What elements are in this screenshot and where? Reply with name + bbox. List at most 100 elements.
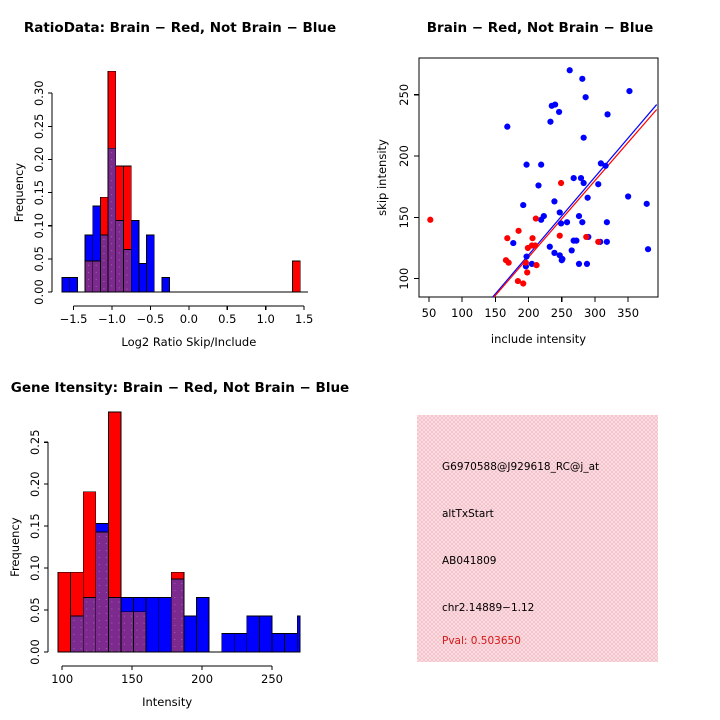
scatter-point bbox=[580, 134, 587, 141]
overlap-texture-dot bbox=[111, 236, 113, 238]
scatter-point bbox=[557, 179, 565, 187]
overlap-texture-dot bbox=[73, 626, 75, 628]
scatter-point bbox=[575, 260, 583, 268]
y-tick-label: 0.20 bbox=[32, 147, 46, 173]
scatter-point bbox=[510, 239, 517, 247]
overlap-texture-dot bbox=[118, 280, 120, 282]
overlap-texture-dot bbox=[86, 629, 88, 631]
scatter-point bbox=[535, 182, 542, 189]
scatter-point bbox=[547, 118, 554, 125]
overlap-texture-dot bbox=[111, 629, 113, 631]
scatter-point bbox=[523, 161, 530, 168]
overlap-texture-dot bbox=[126, 281, 128, 283]
event-type-text: altTxStart bbox=[442, 508, 494, 520]
overlap-texture-dot bbox=[174, 632, 176, 634]
overlap-texture-dot bbox=[123, 629, 125, 631]
overlap-texture-dot bbox=[130, 650, 132, 652]
overlap-texture-dot bbox=[130, 615, 132, 617]
scatter-point bbox=[538, 161, 545, 168]
overlap-texture-dot bbox=[111, 257, 113, 259]
overlap-texture-dot bbox=[111, 215, 113, 217]
histogram-bars bbox=[61, 70, 301, 293]
overlap-texture-dot bbox=[181, 639, 183, 641]
overlap-texture-dot bbox=[111, 152, 113, 154]
x-tick-label: 200 bbox=[191, 672, 213, 686]
overlap-texture-dot bbox=[174, 611, 176, 613]
histogram-bar bbox=[61, 277, 71, 293]
overlap-texture-dot bbox=[118, 266, 120, 268]
histogram-bar bbox=[100, 196, 109, 236]
overlap-texture-dot bbox=[118, 629, 120, 631]
scatter-point bbox=[551, 198, 558, 205]
x-axis-label: Intensity bbox=[142, 695, 192, 709]
histogram-bar bbox=[246, 615, 260, 653]
locus-text: chr2.14889−1.12 bbox=[442, 602, 535, 614]
scatter-point bbox=[538, 216, 545, 223]
histogram-bar bbox=[146, 234, 155, 293]
y-tick-label: 0.05 bbox=[28, 597, 42, 623]
scatter-point bbox=[522, 259, 529, 266]
histogram-bar bbox=[138, 263, 147, 293]
overlap-texture-dot bbox=[95, 264, 97, 266]
overlap-texture-dot bbox=[136, 622, 138, 624]
scatter-point bbox=[626, 87, 633, 95]
overlap-texture-dot bbox=[73, 647, 75, 649]
y-tick-label: 0.10 bbox=[28, 555, 42, 581]
overlap-texture-dot bbox=[143, 622, 145, 624]
overlap-texture-dot bbox=[118, 650, 120, 652]
histogram-bar bbox=[107, 411, 122, 598]
overlap-texture-dot bbox=[98, 557, 100, 559]
scatter-point bbox=[570, 175, 577, 182]
scatter-point bbox=[556, 209, 563, 216]
histogram-bar bbox=[284, 633, 298, 653]
probe-id-text: G6970588@J929618_RC@j_at bbox=[442, 461, 600, 473]
probe-info-panel: G6970588@J929618_RC@j_at altTxStart AB04… bbox=[360, 360, 720, 720]
overlap-texture-dot bbox=[181, 611, 183, 613]
overlap-texture-dot bbox=[103, 281, 105, 283]
histogram-bar-overlap bbox=[107, 147, 117, 293]
overlap-texture-dot bbox=[130, 643, 132, 645]
overlap-texture-dot bbox=[111, 285, 113, 287]
histogram-bar-overlap bbox=[123, 249, 132, 293]
overlap-texture-dot bbox=[174, 639, 176, 641]
scatter-point bbox=[580, 179, 587, 187]
y-tick-label: 0.10 bbox=[32, 213, 46, 239]
scatter-point bbox=[579, 75, 586, 82]
scatter-point bbox=[603, 238, 610, 245]
overlap-texture-dot bbox=[143, 643, 145, 645]
overlap-texture-dot bbox=[73, 619, 75, 621]
scatter-point bbox=[504, 235, 511, 242]
overlap-texture-dot bbox=[98, 550, 100, 552]
overlap-texture-dot bbox=[98, 648, 100, 650]
scatter-point bbox=[566, 67, 573, 74]
overlap-texture-dot bbox=[86, 643, 88, 645]
overlap-texture-dot bbox=[111, 159, 113, 161]
overlap-texture-dot bbox=[111, 271, 113, 273]
overlap-texture-dot bbox=[98, 564, 100, 566]
histogram-bar bbox=[133, 597, 147, 613]
y-tick-label: 150 bbox=[397, 206, 411, 228]
scatter-point bbox=[559, 255, 566, 263]
overlap-texture-dot bbox=[88, 271, 90, 273]
overlap-texture-dot bbox=[118, 231, 120, 233]
overlap-texture-dot bbox=[93, 601, 95, 603]
histogram-bar bbox=[145, 597, 160, 653]
overlap-texture-dot bbox=[126, 253, 128, 255]
overlap-texture-dot bbox=[80, 647, 82, 649]
x-tick-label: 0.5 bbox=[218, 312, 236, 326]
overlap-texture-dot bbox=[181, 583, 183, 585]
overlap-texture-dot bbox=[103, 288, 105, 290]
histogram-bars bbox=[57, 411, 301, 653]
overlap-texture-dot bbox=[103, 246, 105, 248]
histogram-bar-overlap bbox=[95, 531, 109, 653]
overlap-texture-dot bbox=[181, 646, 183, 648]
overlap-texture-dot bbox=[103, 267, 105, 269]
overlap-texture-dot bbox=[98, 585, 100, 587]
x-tick-label: 150 bbox=[484, 306, 506, 320]
histogram-bar bbox=[233, 633, 248, 653]
overlap-texture-dot bbox=[105, 592, 107, 594]
scatter-point bbox=[528, 260, 535, 268]
y-tick-label: 250 bbox=[397, 84, 411, 106]
overlap-texture-dot bbox=[98, 599, 100, 601]
scatter-point bbox=[532, 242, 539, 249]
